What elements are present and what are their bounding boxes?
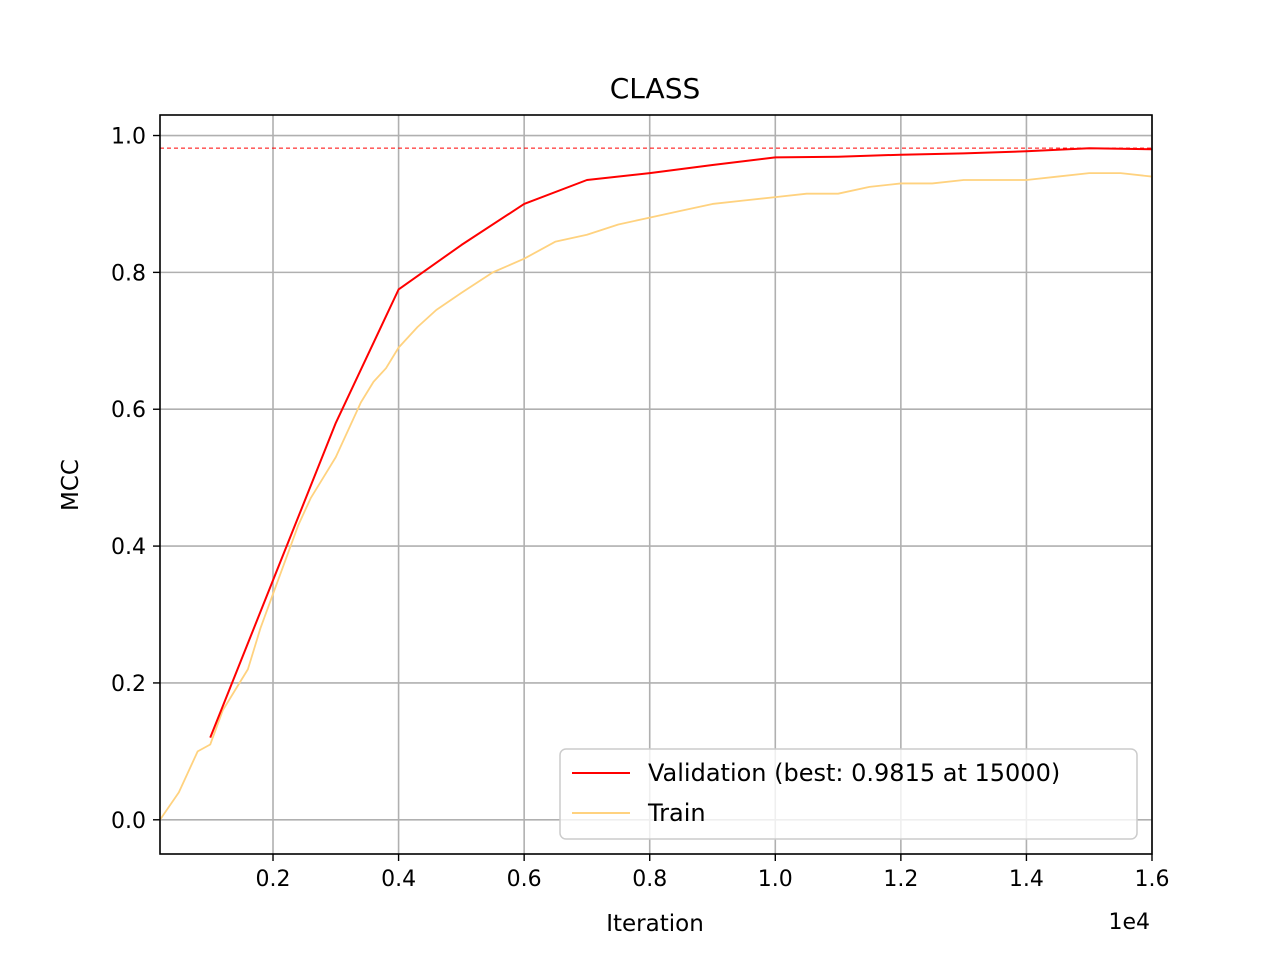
y-tick-label: 0.6 [111,398,146,423]
y-tick-label: 1.0 [111,125,146,150]
y-tick-label: 0.8 [111,261,146,286]
train-series-line [160,172,1152,821]
y-tick-label: 0.0 [111,809,146,834]
x-tick-label: 1.2 [883,867,918,892]
x-tick-label: 0.2 [256,867,291,892]
chart-title: CLASS [610,72,701,105]
x-tick-label: 1.0 [758,867,793,892]
series-layer [160,147,1152,821]
x-tick-label: 0.4 [381,867,416,892]
legend-label-validation: Validation (best: 0.9815 at 15000) [648,759,1060,787]
legend-label-train: Train [647,799,706,827]
legend-box [559,748,1138,840]
validation-series-line [209,147,1152,739]
y-axis-label: MCC [58,459,84,511]
plot-frame [159,114,1153,855]
x-tick-label: 1.4 [1009,867,1044,892]
x-axis-label: Iteration [606,911,704,937]
x-axis-offset-label: 1e4 [1108,910,1150,935]
x-tick-label: 0.8 [632,867,667,892]
y-tick-label: 0.4 [111,535,146,560]
x-tick-label: 0.6 [507,867,542,892]
tick-layer: 0.2 0.4 0.6 0.8 1.0 1.2 1.4 1.6 0.0 0.2 0.4 0.6 0.8 1… [111,125,1170,892]
y-tick-label: 0.2 [111,672,146,697]
legend: Validation (best: 0.9815 at 15000) Train [559,748,1138,840]
x-tick-label: 1.6 [1135,867,1170,892]
